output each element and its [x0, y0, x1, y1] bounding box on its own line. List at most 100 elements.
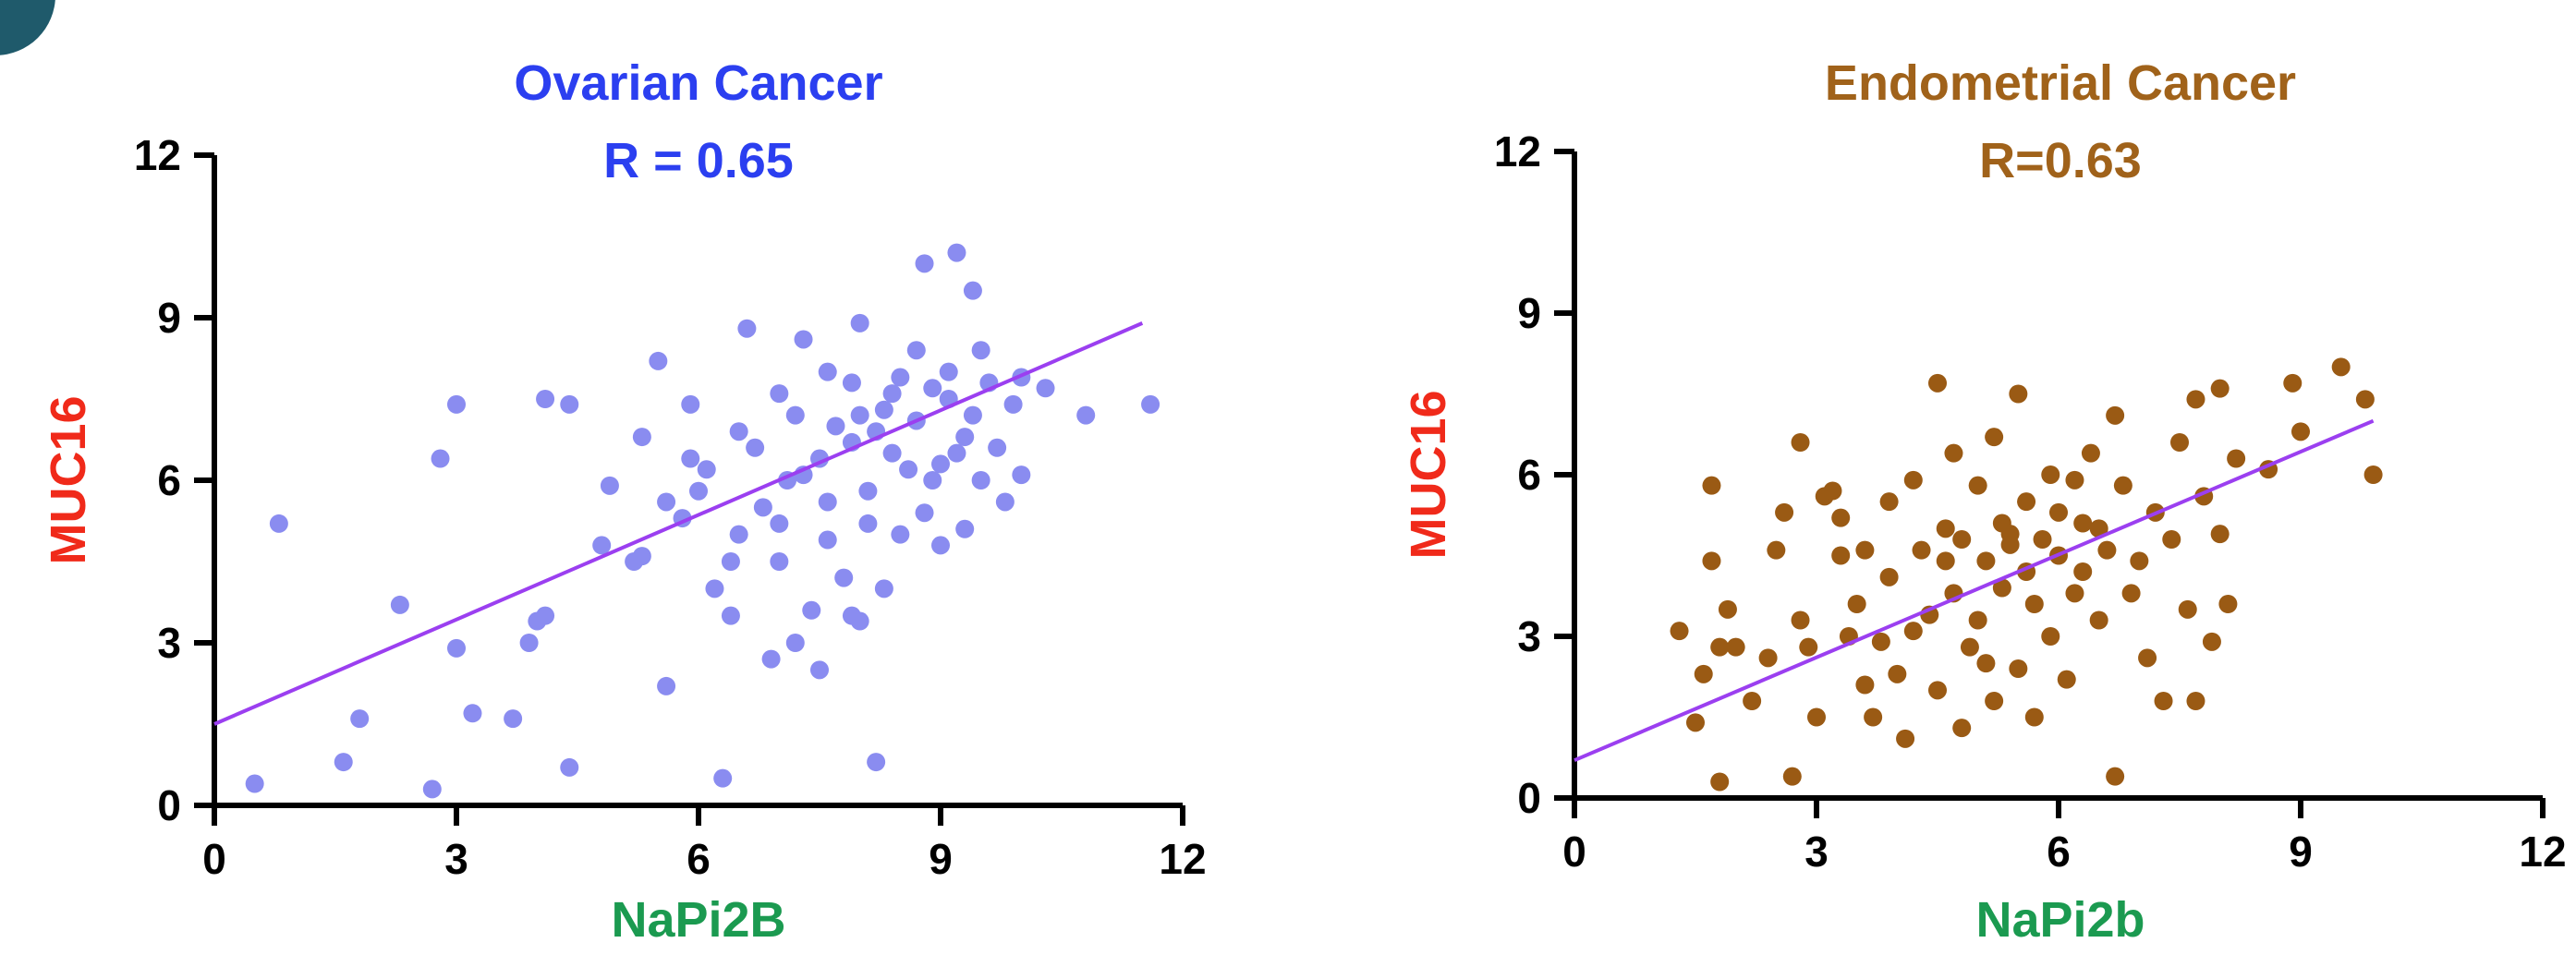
chart2-point: [2081, 443, 2100, 463]
chart2-x-tick-label: 12: [2519, 828, 2566, 876]
chart1-point: [657, 676, 676, 695]
chart2-point: [1807, 707, 1826, 727]
chart2-point: [2186, 692, 2205, 710]
chart1-point: [818, 492, 837, 512]
chart2-point: [2033, 530, 2052, 549]
chart2-point: [1710, 772, 1730, 792]
chart2-point: [2106, 767, 2125, 786]
chart2-x-tick-label: 0: [1562, 828, 1586, 876]
chart2-point: [1879, 492, 1899, 512]
chart1-point: [818, 530, 837, 550]
chart1-x-axis-label: NaPi2B: [611, 892, 785, 948]
chart2-point: [2009, 659, 2028, 678]
chart2-point: [2170, 433, 2189, 452]
chart2-point: [1686, 713, 1705, 732]
chart2-point: [1702, 551, 1721, 571]
chart2-point: [1791, 433, 1810, 452]
chart1-point: [1036, 379, 1055, 398]
chart1-point: [834, 568, 854, 587]
chart2-point: [1871, 632, 1890, 651]
chart2-point: [2218, 595, 2238, 613]
chart2-point: [2073, 562, 2093, 581]
chart2-point: [1936, 551, 1955, 571]
chart1-point: [705, 579, 724, 598]
chart1-point: [721, 606, 740, 625]
chart2-point: [1968, 476, 1987, 495]
chart2-point: [2202, 632, 2221, 651]
chart2-point: [2178, 599, 2197, 619]
chart2-point: [1782, 767, 1802, 786]
chart1-point: [536, 390, 555, 408]
chart1-point: [874, 579, 893, 598]
chart2-y-tick-label: 6: [1517, 451, 1541, 499]
chart2-point: [2121, 584, 2141, 603]
chart2-point: [2162, 530, 2181, 549]
chart2-point: [1952, 530, 1972, 549]
chart1-point: [826, 417, 845, 436]
chart2-point: [2065, 470, 2084, 490]
chart1-x-tick-label: 0: [202, 835, 226, 883]
chart2-point: [1896, 729, 1915, 748]
chart2-point: [2210, 379, 2230, 398]
chart1-point: [447, 394, 466, 414]
chart1-point: [931, 536, 950, 555]
chart2-point: [2186, 390, 2205, 409]
chart2-point: [2154, 692, 2173, 710]
chart1-point: [681, 394, 700, 414]
chart2-x-axis-label: NaPi2b: [1975, 892, 2145, 948]
chart2-point: [2363, 465, 2383, 484]
chart1-point: [1012, 465, 1031, 485]
chart1-y-tick-label: 9: [157, 294, 181, 342]
chart2-x-tick-label: 3: [1804, 828, 1829, 876]
chart1-point: [963, 281, 982, 300]
chart1-point: [995, 492, 1015, 512]
chart1-point: [971, 341, 990, 360]
chart2-point: [1823, 481, 1842, 501]
chart1-point: [431, 449, 450, 468]
chart1-point: [850, 611, 869, 631]
chart2-point: [1952, 719, 1972, 738]
chart2-point: [2073, 514, 2093, 533]
chart1-point: [818, 362, 837, 381]
chart2-point: [2331, 357, 2351, 377]
chart1-point: [874, 400, 893, 419]
chart2-point: [1799, 637, 1818, 657]
chart2-y-tick-label: 3: [1517, 612, 1541, 660]
chart2-point: [1775, 502, 1794, 522]
chart2-fit-line: [1574, 418, 2375, 763]
chart2-point: [1992, 578, 2011, 598]
chart1-point: [915, 254, 934, 273]
chart1-point: [971, 471, 990, 490]
chart1-point: [858, 481, 878, 501]
chart2-point: [1791, 610, 1810, 630]
chart1-fit-line: [213, 321, 1144, 726]
chart2-point: [2089, 610, 2108, 630]
chart2-point: [1928, 681, 1947, 700]
chart2-point: [1855, 540, 1875, 560]
chart2-point: [2291, 422, 2310, 441]
chart1-point: [770, 552, 789, 571]
chart1-point: [785, 405, 805, 425]
chart2-point: [2355, 390, 2375, 409]
chart2-point: [1968, 610, 1987, 630]
chart2-point: [2041, 465, 2060, 484]
chart1-point: [923, 379, 942, 398]
chart1-point: [697, 460, 716, 479]
chart1-point: [560, 757, 579, 777]
chart2-point: [1670, 622, 1689, 641]
chart1-point: [882, 443, 902, 463]
chart2-point: [1944, 443, 1963, 463]
chart2-y-tick-label: 9: [1517, 289, 1541, 337]
chart2-point: [2024, 595, 2044, 613]
chart1-point: [882, 384, 902, 404]
chart1-point: [842, 373, 861, 393]
chart1-point: [1076, 405, 1096, 425]
chart2-point: [2227, 449, 2246, 468]
chart2-point: [1710, 637, 1730, 657]
chart2-point: [2130, 551, 2149, 571]
chart1-point: [955, 428, 975, 447]
chart2-point: [2049, 502, 2068, 522]
chart1-point: [422, 780, 442, 799]
chart2-point: [1976, 551, 1996, 571]
